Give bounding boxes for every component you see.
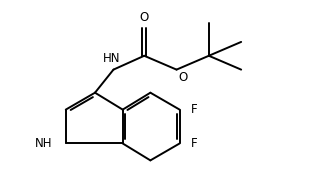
Text: F: F bbox=[190, 137, 197, 150]
Text: F: F bbox=[190, 103, 197, 116]
Text: NH: NH bbox=[34, 137, 52, 150]
Text: O: O bbox=[178, 71, 187, 84]
Text: O: O bbox=[140, 11, 149, 24]
Text: HN: HN bbox=[103, 52, 121, 65]
